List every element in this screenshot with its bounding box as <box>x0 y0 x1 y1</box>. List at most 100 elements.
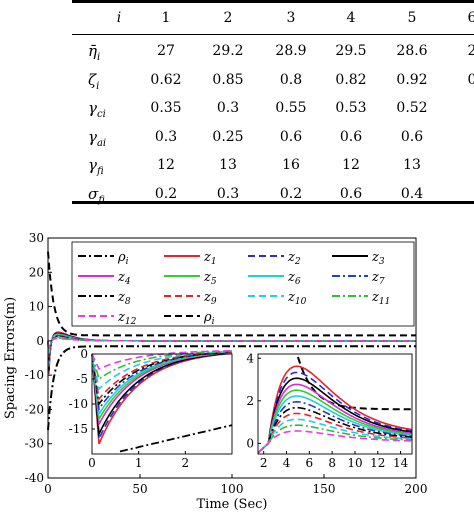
table-cell: 12 <box>157 157 175 173</box>
legend-label-sub: i <box>212 317 215 327</box>
table-cell: 0.3 <box>216 100 240 116</box>
table-cell: 0.53 <box>335 100 367 116</box>
inset-right-series-z3 <box>257 377 413 454</box>
table-row-label: η̄i <box>88 43 100 66</box>
inset-left-series-z9 <box>91 351 233 401</box>
table-cell: 0.8 <box>279 71 303 88</box>
table-cell: 0 <box>467 71 474 88</box>
table-cell: 28.9 <box>275 43 307 59</box>
inset-right-series-z7 <box>257 400 413 454</box>
inset-right-series-z5 <box>257 389 413 454</box>
inset-right-x-tick-label: 10 <box>347 456 362 470</box>
table-header-vehicle: 2 <box>223 10 233 26</box>
table-cell: 0.2 <box>279 185 303 202</box>
table-cell: 29.2 <box>212 43 244 59</box>
inset-right-area <box>258 354 412 454</box>
table-row-label: γfi <box>88 157 104 180</box>
row-symbol: γ <box>88 99 97 117</box>
inset-right-series-z6 <box>257 395 413 454</box>
row-symbol: γ <box>88 127 97 146</box>
table-cell: 0.6 <box>279 128 303 145</box>
table-cell: 13 <box>403 157 421 173</box>
legend-label-z10: z10 <box>287 290 307 307</box>
table-cell: 0.3 <box>216 185 240 202</box>
y-tick-label: -20 <box>25 402 44 416</box>
legend-label-main: z <box>203 250 211 265</box>
inset-left-series-z10 <box>91 350 232 391</box>
inset-left-y-tick-label: -5 <box>76 372 88 386</box>
legend-label-sub: 8 <box>125 297 131 307</box>
legend-label-sub: 5 <box>211 277 217 287</box>
legend-label-main: z <box>117 270 125 285</box>
inset-right-x-tick-label: 12 <box>370 456 385 470</box>
legend-label-z7: z7 <box>371 270 385 287</box>
legend-label-z11: z11 <box>371 290 390 307</box>
legend-label-main: z <box>287 290 295 305</box>
legend-label-sub: 7 <box>379 277 385 287</box>
inset-right-y-tick-label: 0 <box>246 436 254 450</box>
legend-label-main: ρ <box>203 310 212 325</box>
x-tick-label: 100 <box>221 482 244 496</box>
legend-label-sub: 3 <box>379 257 385 267</box>
table-cell: 0.3 <box>154 128 178 145</box>
legend-label-main: z <box>287 250 295 265</box>
y-axis-label: Spacing Errors(m) <box>3 297 18 419</box>
y-tick-label: -40 <box>25 471 44 485</box>
x-tick-label: 0 <box>44 482 52 496</box>
table-top-rule <box>72 0 474 3</box>
inset-right-y-tick-label: 2 <box>246 394 254 408</box>
parameter-table: i 1 2 3 4 5 6 η̄i 27 29.2 28.9 29.5 28.6 2 ζi 0.62 0.85 0… <box>0 0 474 206</box>
inset-left-lower-bound <box>119 424 233 453</box>
legend-label-z12: z12 <box>117 310 137 327</box>
table-cell: 0.4 <box>400 185 424 202</box>
y-tick-label: 0 <box>36 334 44 348</box>
row-symbol: σ <box>88 184 99 203</box>
table-cell: 0.6 <box>400 128 424 145</box>
table-cell: 0.55 <box>275 100 307 116</box>
table-cell: 0.85 <box>212 71 244 88</box>
legend-label-sub: 12 <box>125 317 137 327</box>
table-row-label: γci <box>88 100 106 123</box>
inset-right-series-z11 <box>257 424 413 454</box>
legend-label-sub: i <box>126 257 129 267</box>
inset-right-series-z9 <box>257 412 413 454</box>
series-line-z12 <box>47 338 416 347</box>
table-cell: 27 <box>157 43 175 59</box>
table-cell: 16 <box>282 157 300 173</box>
table-cell: 0.6 <box>339 185 363 202</box>
table-cell: 0.35 <box>150 100 182 116</box>
x-tick-label: 200 <box>405 482 428 496</box>
table-row-label: γai <box>88 129 106 152</box>
inset-left-series-z2 <box>91 352 233 443</box>
inset-right-x-tick-label: 2 <box>260 456 268 470</box>
x-tick-label: 150 <box>313 482 336 496</box>
legend-label-z2: z2 <box>287 250 301 267</box>
inset-right-x-tick-label: 8 <box>328 456 336 470</box>
row-subscript: ai <box>96 137 107 149</box>
table-cell: 0.62 <box>150 71 182 88</box>
legend-label-z1: z1 <box>203 250 217 267</box>
legend-label-ρi: ρi <box>117 250 129 267</box>
legend-label-sub: 1 <box>211 257 217 267</box>
table-cell: 0.92 <box>396 71 428 88</box>
table-header-vehicle: 5 <box>407 10 417 26</box>
legend-label-sub: 9 <box>211 297 217 307</box>
row-subscript: i <box>96 80 100 92</box>
table-cell: 0.82 <box>335 71 367 88</box>
inset-right-frame <box>257 353 413 455</box>
inset-right-series-z4 <box>257 383 413 454</box>
inset-right-series-z1 <box>257 365 413 454</box>
row-subscript: i <box>97 52 101 63</box>
table-header-vehicle: 1 <box>161 10 171 26</box>
legend-label-main: ρ <box>117 250 126 265</box>
inset-right-series-z10 <box>257 418 413 454</box>
inset-right-x-tick-label: 4 <box>283 456 291 470</box>
table-row-label: ζi <box>88 72 99 95</box>
legend-label-sub: 2 <box>294 257 301 267</box>
legend-label-z6: z6 <box>287 270 301 287</box>
lower-bound-curve <box>47 345 416 431</box>
legend-label-main: z <box>371 270 379 285</box>
table-cell: 29.5 <box>335 43 367 59</box>
legend-label-z5: z5 <box>203 270 217 287</box>
